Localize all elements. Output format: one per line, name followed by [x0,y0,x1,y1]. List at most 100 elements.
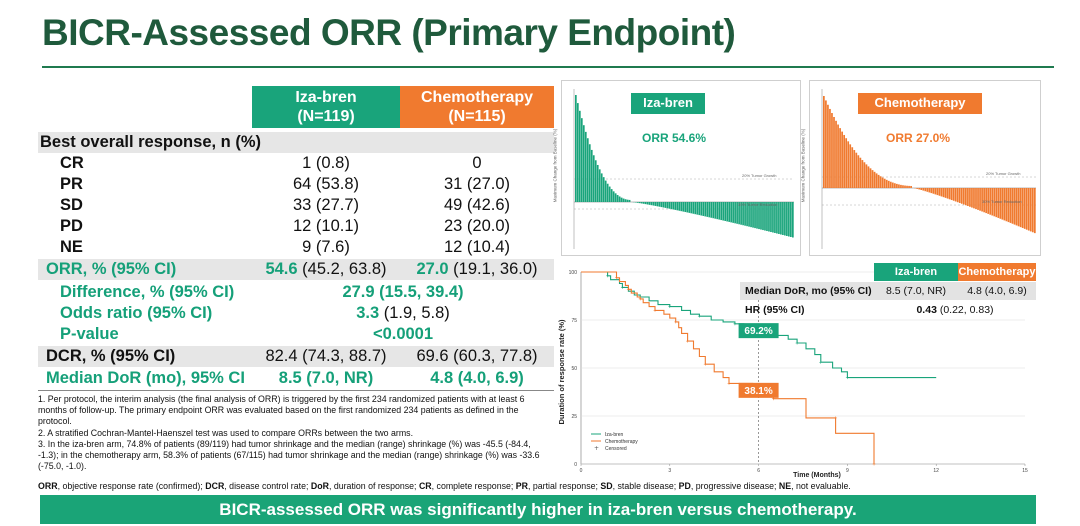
waterfall-tag-chemo: Chemotherapy [858,93,982,114]
orr-label: ORR, % (95% CI) [46,260,177,278]
growth-label: 20% Tumor Growth [742,173,777,178]
waterfall-bar [592,155,595,202]
km-y-tick: 75 [571,318,577,324]
waterfall-bar [640,202,643,204]
waterfall-bar [668,202,671,209]
km-grid [580,271,1025,465]
km-censor-mark [733,322,737,326]
dor-km-chart: 0 25 50 75 100 0 3 6 9 12 15 Time (Months) Duratio… [557,270,1028,479]
waterfall-bar [600,173,603,202]
waterfall-bar [718,202,721,220]
waterfall-bar [758,202,760,230]
row-value-iza: 1 (0.8) [302,154,350,172]
waterfall-bar [857,155,860,188]
footnote-3: 3. In the iza-bren arm, 74.8% of patient… [38,438,540,472]
km-censor-mark [795,341,799,345]
waterfall-bar [881,177,884,188]
waterfall-bar [684,202,687,213]
waterfall-bar [879,176,882,188]
waterfall-bar [638,202,641,204]
km-censor-mark [620,285,624,289]
km-censor-mark [845,376,849,380]
waterfall-bar [1029,188,1032,232]
waterfall-bar [746,202,748,227]
waterfall-bar [664,202,667,208]
waterfall-bar [971,188,973,208]
km-x-tick: 3 [668,468,671,474]
waterfall-bar [829,108,831,188]
waterfall-bar [678,202,681,211]
waterfall-bar [706,202,709,217]
waterfall-bar [576,103,579,202]
waterfall-y-title: Maximum Change from Baseline (%) [552,128,558,203]
km-y-axis-label: Duration of response rate (%) [557,319,566,425]
waterfall-bar [584,131,587,202]
growth-label: 20% Tumor Growth [986,171,1021,176]
waterfall-iza-bren: Iza-bren ORR 54.6% 20% Tumor Growth 30% … [552,80,801,256]
waterfall-orr-chemo: ORR 27.0% [886,131,951,145]
waterfall-chemo-svg [821,89,1036,249]
footnote-1: 1. Per protocol, the interim analysis (t… [38,394,525,427]
waterfall-bar [1019,188,1022,228]
waterfall-bar [670,202,673,210]
waterfall-bar [732,202,734,223]
waterfall-bar [1007,188,1010,223]
waterfall-bar [900,184,902,188]
orr-iza-value: 54.6 [265,260,298,278]
dor-row-median: Median DoR, mo (95% CI) 8.5 (7.0, NR) 4.… [740,282,1036,300]
legend-censored-mark: + [594,445,599,452]
km-censor-mark [653,308,657,312]
waterfall-bar [1003,188,1006,221]
waterfall-bar [580,118,583,202]
abbr-term: DoR [310,481,329,491]
waterfall-bar [977,188,979,210]
km-annotations: 69.2% 38.1% [738,323,779,398]
row-label: CR [60,154,84,172]
km-censor-mark [615,276,619,280]
waterfall-bar [792,202,794,238]
waterfall-bar [845,138,848,188]
km-annotation-label: 69.2% [744,326,772,337]
hr-ci: (0.22, 0.83) [939,304,994,316]
table-row-difference: Difference, % (95% CI) 27.9 (15.5, 39.4) [38,282,554,303]
table-row-orr: ORR, % (95% CI) 54.6 (45.2, 63.8) 27.0 (… [38,259,554,280]
waterfall-bar [825,100,827,188]
waterfall-bar [950,188,953,201]
waterfall-bar [575,95,577,202]
waterfall-bar [626,199,629,202]
waterfall-orr-iza: ORR 54.6% [642,131,707,145]
waterfall-bar [997,188,1000,218]
waterfall-bar [981,188,983,212]
waterfall-bar [999,188,1002,219]
waterfall-bar [642,202,645,204]
waterfall-bar [883,178,886,188]
km-y-tick: 100 [569,270,578,276]
table-row-odds: Odds ratio (95% CI) 3.3 (1.9, 5.8) [38,303,554,324]
odds-bold: 3.3 [356,304,380,322]
waterfall-bar [902,185,904,188]
waterfall-bar [636,202,639,203]
waterfall-bar [896,183,898,188]
waterfall-bar [772,202,774,233]
km-ticks: 0 25 50 75 100 0 3 6 9 12 15 [569,270,1028,474]
dor-table: Iza-bren Chemotherapy Median DoR, mo (95… [740,263,1036,319]
waterfall-bar [692,202,695,214]
waterfall-bar [722,202,725,221]
abbr-def: , complete response; [431,481,516,491]
waterfall-bar [973,188,975,209]
waterfall-bar [774,202,776,233]
table-row-sd: SD 33 (27.7) 49 (42.6) [38,195,554,216]
table-row-ne: NE 9 (7.6) 12 (10.4) [38,237,554,258]
abbr-def: , stable disease; [612,481,679,491]
waterfall-bar [714,202,717,219]
table-row-pd: PD 12 (10.1) 23 (20.0) [38,216,554,237]
km-censor-mark [834,416,838,420]
row-value-iza: 9 (7.6) [302,238,350,256]
waterfall-bar [708,202,711,218]
conclusion-banner: BICR-assessed ORR was significantly high… [40,495,1036,524]
waterfall-bar [1009,188,1012,223]
waterfall-bar [696,202,699,215]
waterfall-bar [682,202,685,212]
waterfall-bar [991,188,994,216]
waterfall-bars [575,95,794,238]
